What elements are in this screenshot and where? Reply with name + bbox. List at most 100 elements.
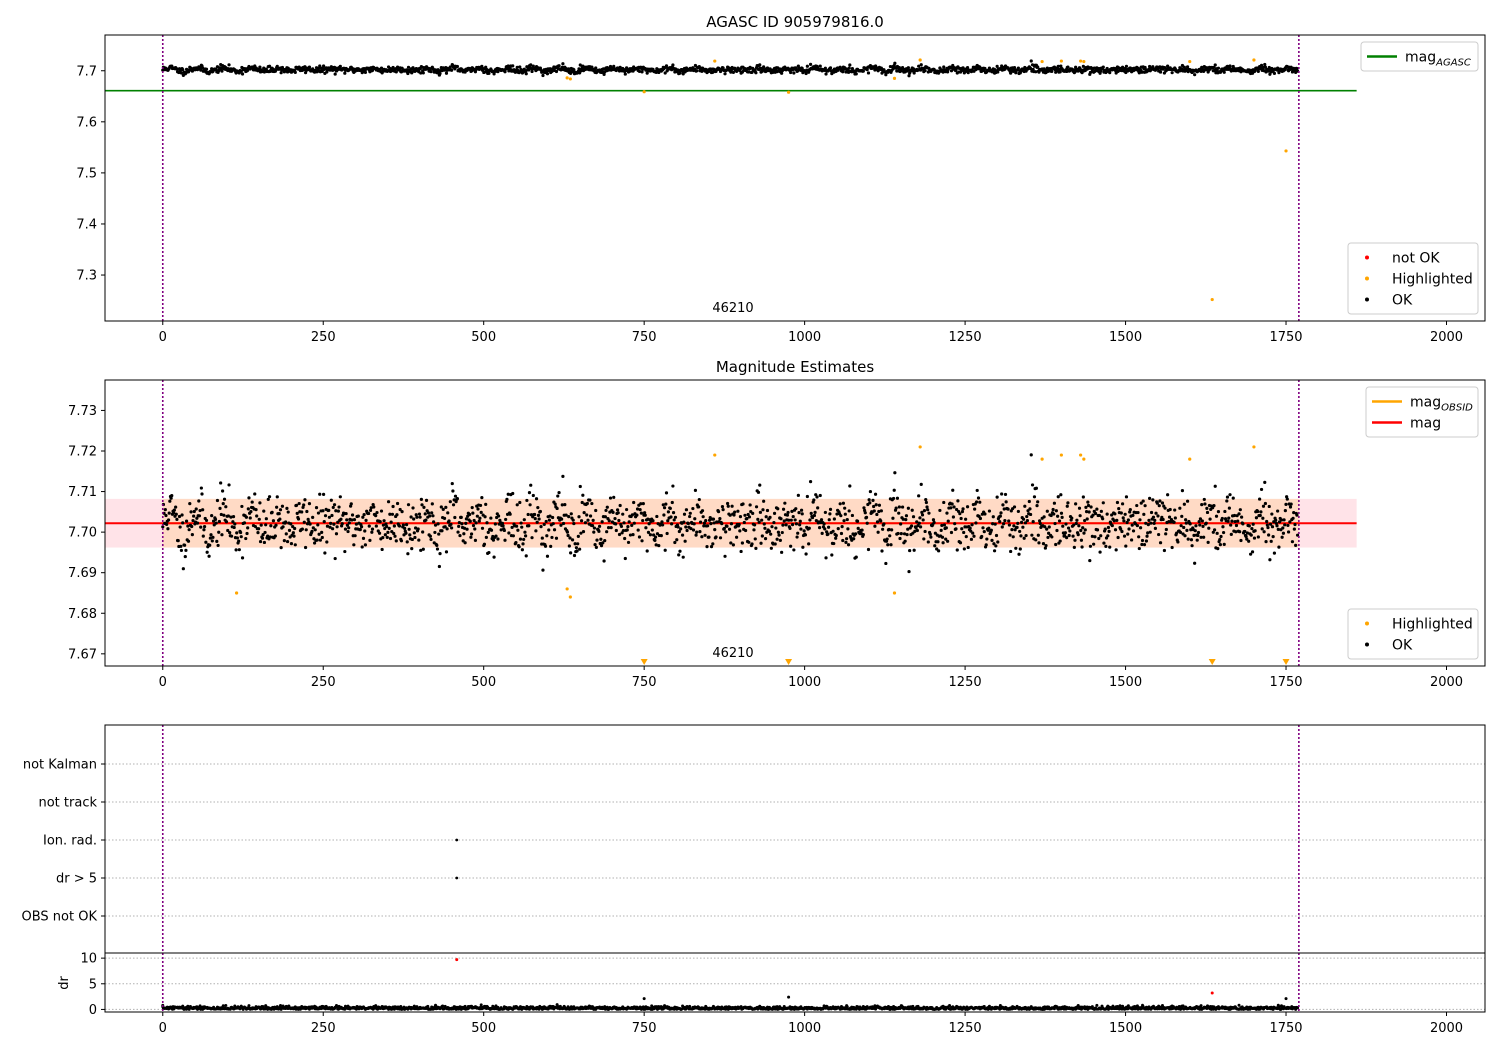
data-point: [625, 528, 629, 532]
data-point: [246, 526, 250, 530]
data-point: [1124, 495, 1129, 499]
data-point: [688, 514, 692, 519]
data-point: [856, 526, 860, 530]
data-point: [1126, 532, 1130, 536]
data-point: [874, 503, 878, 507]
data-point: [239, 535, 243, 539]
data-point: [754, 505, 759, 509]
data-point: [1027, 499, 1031, 504]
data-point: [300, 527, 304, 531]
data-point: [769, 532, 773, 536]
data-point: [551, 522, 555, 526]
data-point: [291, 531, 295, 535]
data-point: [1212, 65, 1216, 70]
data-point: [1213, 484, 1217, 488]
data-point: [861, 533, 865, 537]
data-point: [574, 546, 579, 550]
data-point: [826, 525, 831, 529]
data-point: [275, 495, 279, 499]
data-point: [630, 523, 634, 527]
data-point: [1153, 518, 1157, 523]
data-point: [227, 63, 231, 67]
data-point: [1055, 528, 1059, 533]
data-point: [1000, 492, 1004, 496]
out-of-range-marker: [1282, 658, 1290, 665]
data-point: [1108, 545, 1112, 549]
data-point: [240, 504, 244, 509]
data-point: [1029, 66, 1033, 71]
data-point: [999, 511, 1003, 515]
data-point: [202, 525, 207, 529]
data-point: [1158, 70, 1163, 74]
data-point: [1036, 533, 1040, 537]
data-point: [694, 533, 698, 537]
data-point: [807, 542, 811, 546]
data-point: [334, 532, 339, 536]
data-point: [677, 529, 681, 534]
data-point: [686, 521, 690, 526]
data-point: [799, 527, 803, 531]
data-point: [713, 59, 717, 63]
data-point: [739, 549, 743, 554]
data-point: [931, 518, 936, 522]
data-point: [438, 71, 442, 76]
data-point: [470, 506, 474, 510]
data-point: [1144, 539, 1148, 543]
y-tick-label: 7.4: [76, 217, 97, 232]
data-point: [417, 512, 422, 516]
data-point: [501, 524, 505, 528]
data-point: [640, 70, 644, 74]
data-point: [363, 70, 368, 74]
dr-point: [874, 1007, 878, 1011]
data-point: [760, 534, 764, 538]
data-point: [273, 534, 277, 538]
data-point: [518, 537, 523, 541]
data-point: [1216, 66, 1221, 70]
data-point: [912, 548, 916, 552]
data-point: [744, 528, 748, 533]
data-point: [762, 65, 766, 69]
data-point: [415, 515, 419, 519]
data-point: [1091, 513, 1095, 517]
data-point: [848, 484, 852, 488]
data-point: [1228, 64, 1232, 68]
data-point: [1002, 507, 1006, 511]
x-tick-label: 1250: [949, 675, 982, 690]
data-point: [210, 539, 214, 543]
data-point: [441, 507, 445, 511]
data-point: [1120, 502, 1125, 506]
data-point: [989, 528, 993, 532]
data-point: [1110, 523, 1114, 528]
data-point: [217, 530, 221, 534]
data-point: [1219, 534, 1223, 539]
data-point: [1149, 510, 1154, 515]
data-point: [329, 498, 333, 502]
data-point: [1210, 297, 1214, 302]
data-point: [647, 522, 651, 526]
data-point: [316, 66, 321, 70]
data-point: [873, 492, 878, 496]
data-point: [819, 518, 824, 522]
data-point: [1245, 531, 1249, 535]
data-point: [417, 538, 421, 542]
data-point: [867, 498, 871, 502]
data-point: [730, 504, 734, 508]
data-point: [315, 538, 319, 542]
data-point: [543, 544, 548, 548]
data-point: [583, 521, 588, 525]
data-point: [1050, 535, 1054, 539]
data-point: [1030, 533, 1034, 537]
data-point: [195, 516, 199, 520]
data-point: [924, 498, 928, 502]
data-point: [884, 561, 888, 566]
data-point: [1286, 523, 1290, 528]
data-point: [174, 512, 178, 516]
data-point: [1147, 518, 1151, 522]
data-point: [390, 512, 395, 516]
data-point: [666, 519, 670, 523]
data-point: [682, 512, 687, 516]
data-point: [536, 513, 541, 517]
data-point: [410, 537, 414, 542]
data-point: [929, 535, 933, 539]
data-point: [1193, 561, 1197, 565]
